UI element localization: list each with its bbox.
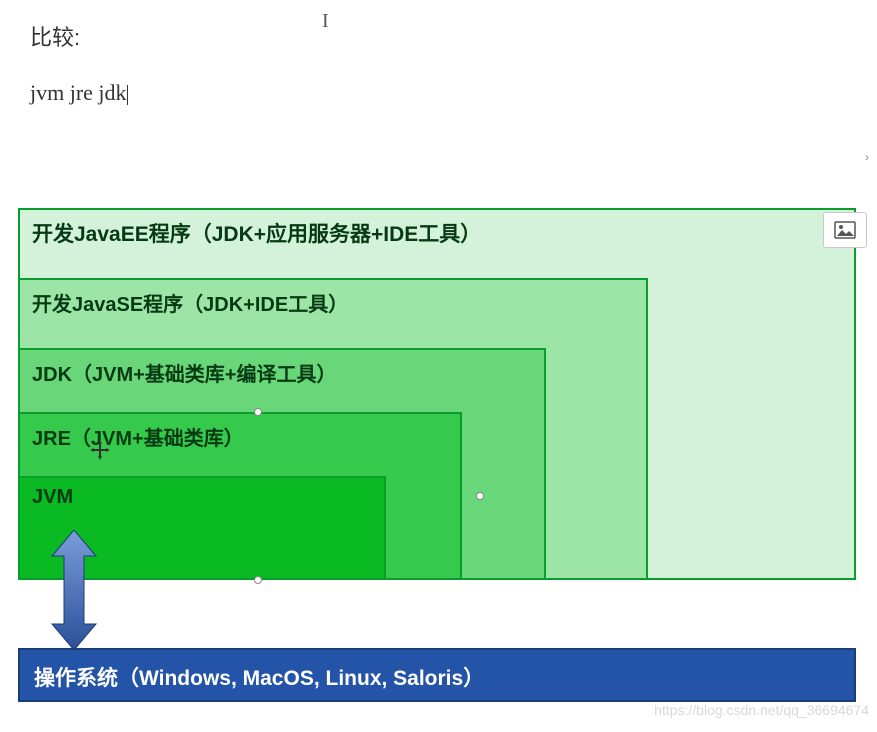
selection-handle[interactable] bbox=[476, 492, 484, 500]
text-cursor-icon: I bbox=[322, 10, 329, 33]
layer-javase-label: 开发JavaSE程序（JDK+IDE工具） bbox=[32, 294, 348, 316]
layer-jdk-label: JDK（JVM+基础类库+编译工具） bbox=[32, 364, 337, 386]
os-box[interactable]: 操作系统（Windows, MacOS, Linux, Saloris） bbox=[18, 648, 856, 702]
move-cursor-icon bbox=[90, 440, 110, 465]
watermark-text: https://blog.csdn.net/qq_36694674 bbox=[654, 702, 869, 718]
top-text-block: 比较: jvm jre jdk bbox=[0, 0, 877, 116]
layer-javaee-label: 开发JavaEE程序（JDK+应用服务器+IDE工具） bbox=[32, 223, 481, 246]
image-tool-button[interactable] bbox=[823, 212, 867, 248]
heading-line-2: jvm jre jdk bbox=[30, 80, 847, 106]
double-arrow bbox=[50, 530, 98, 655]
layer-jre-label: JRE（JVM+基础类库） bbox=[32, 428, 244, 450]
selection-handle[interactable] bbox=[254, 576, 262, 584]
image-icon bbox=[834, 221, 856, 239]
heading-line-1: 比较: bbox=[30, 20, 847, 52]
selection-handle[interactable] bbox=[254, 408, 262, 416]
layer-jvm-label: JVM bbox=[32, 486, 73, 508]
os-box-label: 操作系统（Windows, MacOS, Linux, Saloris） bbox=[34, 667, 484, 690]
scroll-indicator-icon: › bbox=[865, 150, 875, 160]
text-caret bbox=[127, 85, 128, 105]
line2-text: jvm jre jdk bbox=[30, 80, 127, 105]
